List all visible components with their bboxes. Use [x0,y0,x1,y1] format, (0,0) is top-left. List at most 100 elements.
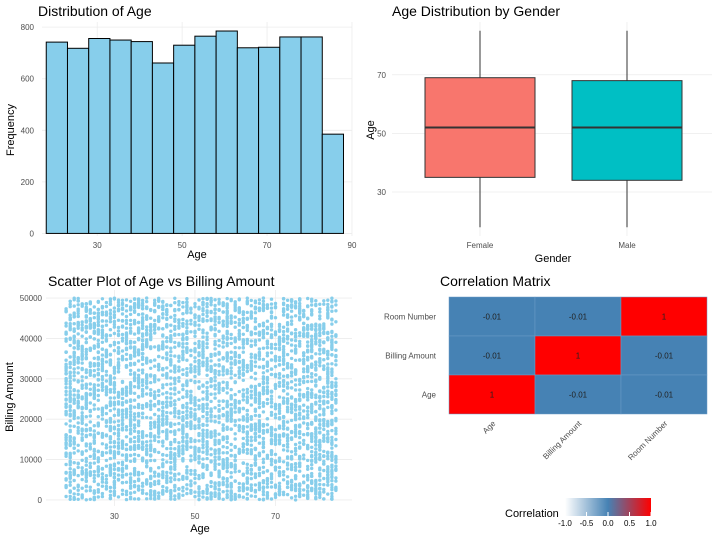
heatmap-cell-label: -0.01 [483,313,502,322]
scatter-point [132,297,137,301]
scatter-point [302,370,306,374]
scatter-point [173,403,177,407]
scatter-point [80,477,84,482]
scatter-point [221,367,225,371]
scatter-point [132,469,137,474]
scatter-point [72,495,76,500]
scatter-point [293,465,298,469]
scatter-point [326,392,330,396]
scatter-point [330,422,334,427]
scatter-point [157,435,161,439]
scatter-point [281,478,286,482]
scatter-point [201,409,205,413]
scatter-point [209,495,213,499]
scatter-point [277,363,282,367]
scatter-point [140,394,145,398]
scatter-point [84,386,89,390]
scatter-point [84,352,89,357]
hist-bar [279,36,302,234]
scatter-point [233,350,237,355]
scatter-point [281,357,286,361]
scatter-point [104,480,109,485]
scatter-point [185,416,189,420]
scatter-point [68,313,72,317]
scatter-point [140,318,145,322]
scatter-point [241,482,245,487]
scatter-point [318,468,322,472]
scatter-point [181,352,185,357]
scatter-point [293,462,298,466]
scatter-point [201,303,205,307]
heatmap-cell-label: -0.01 [655,352,674,361]
scatter-point [157,365,161,369]
scatter-point [229,366,233,370]
scatter-point [205,392,209,396]
scatter-point [108,463,113,467]
scatter-point [213,379,217,383]
scatter-point [108,328,113,332]
scatter-point [201,335,205,339]
scatter-point [157,346,161,350]
scatter-point [197,361,201,366]
scatter-point [269,401,274,405]
scatter-point [330,329,334,334]
scatter-point [310,391,314,395]
scatter-point [76,311,80,316]
scatter-point [104,424,109,428]
scatter-point [237,493,241,498]
box-ytick-label: 50 [377,129,386,138]
scatter-point [68,489,72,493]
scatter-point [273,306,278,310]
scatter-point [169,494,173,499]
scatter-point [330,380,334,385]
scatter-point [281,473,286,477]
scatter-point [72,338,76,343]
scatter-point [193,439,197,444]
scatter-point [149,325,153,330]
scatter-point [100,368,105,373]
box-y-axis-label: Age [365,120,377,140]
scatter-point [285,427,290,431]
scatter-point [100,377,105,382]
scatter-point [140,403,145,408]
scatter-point [225,425,229,429]
scatter-point [330,409,334,413]
scatter-point [68,455,72,459]
scatter-point [277,346,282,350]
scatter-point [277,493,282,497]
scatter-point [273,493,278,497]
scatter-point [177,365,181,369]
scatter-point [88,445,93,449]
scatter-point [185,322,189,326]
scatter-point [64,445,68,450]
scatter-point [306,464,310,469]
scatter-point [181,312,185,316]
scatter-point [136,394,141,399]
scatter-point [72,370,76,375]
scatter-point [153,438,157,443]
scatter-point [181,415,185,419]
scatter-point [132,398,137,402]
scatter-point [140,459,145,463]
scatter-point [233,437,237,441]
scatter-point [306,340,310,344]
scatter-point [132,310,137,314]
scatter-point [269,457,274,462]
scatter-point [237,481,241,486]
scatter-point [72,335,76,340]
scatter-point [153,364,157,368]
scatter-point [120,418,125,423]
scatter-point [233,355,237,359]
scatter-point [120,339,125,343]
scatter-point [289,331,294,335]
scatter-point [229,495,233,500]
scatter-point [205,345,209,350]
scatter-point [136,419,141,423]
scatter-point [225,332,229,336]
scatter-point [318,413,322,417]
scatter-point [269,485,274,489]
scatter-point [257,413,262,418]
scatter-point [68,355,72,359]
scatter-point [173,345,177,349]
